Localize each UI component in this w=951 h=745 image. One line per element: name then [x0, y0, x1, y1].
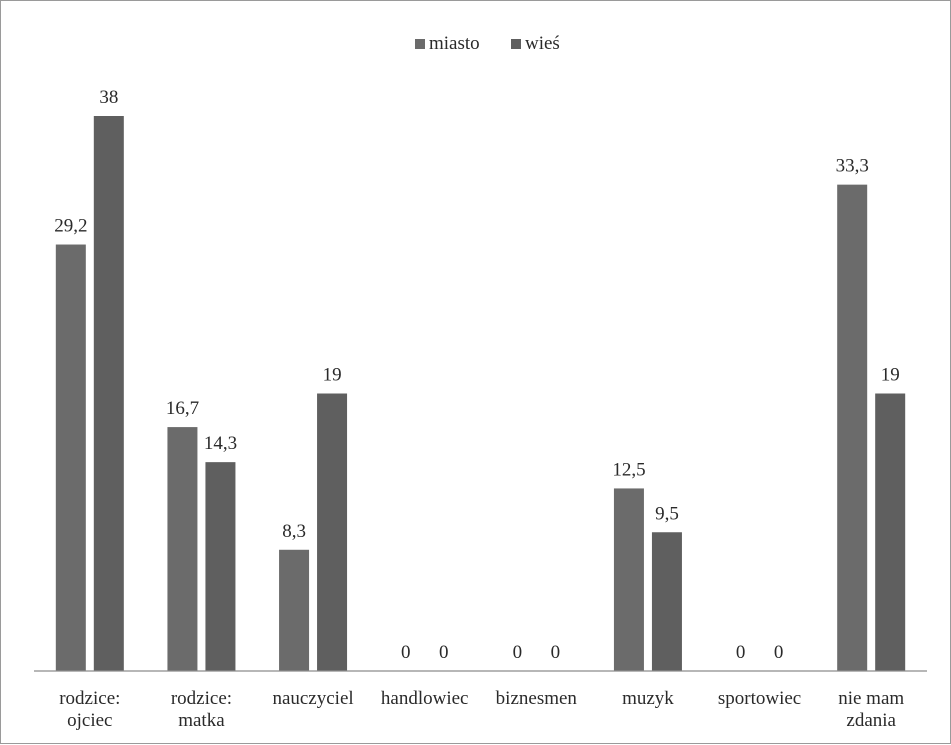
- bar-wies-nie-mam-zdania: [875, 393, 906, 671]
- data-label-wies-muzyk: 9,5: [655, 503, 679, 524]
- data-label-miasto-nauczyciel: 8,3: [282, 521, 306, 542]
- data-label-miasto-handlowiec: 0: [401, 642, 411, 663]
- data-label-miasto-rodzice-matka: 16,7: [166, 398, 199, 419]
- legend-label-wies: wieś: [525, 33, 560, 54]
- bar-miasto-rodzice-matka: [167, 427, 198, 671]
- bar-wies-rodzice-matka: [205, 462, 236, 671]
- data-label-wies-nie-mam-zdania: 19: [881, 365, 900, 386]
- legend-label-miasto: miasto: [429, 33, 480, 54]
- x-tick-sportowiec: sportowiec: [718, 688, 801, 709]
- legend-swatch-miasto: [415, 39, 425, 49]
- data-label-wies-sportowiec: 0: [774, 642, 784, 663]
- x-tick-biznesmen: biznesmen: [496, 688, 578, 709]
- data-label-miasto-muzyk: 12,5: [612, 459, 645, 480]
- legend-swatch-wies: [511, 39, 521, 49]
- x-tick-nauczyciel: nauczyciel: [272, 688, 353, 709]
- bar-wies-rodzice-ojciec: [93, 116, 124, 671]
- data-label-wies-biznesmen: 0: [551, 642, 561, 663]
- data-label-wies-rodzice-ojciec: 38: [99, 87, 118, 108]
- x-tick-muzyk: muzyk: [622, 688, 674, 709]
- data-label-wies-handlowiec: 0: [439, 642, 449, 663]
- x-tick-rodzice-ojciec: rodzice: ojciec: [59, 688, 120, 731]
- data-label-miasto-sportowiec: 0: [736, 642, 746, 663]
- bar-wies-muzyk: [651, 532, 682, 671]
- x-tick-rodzice-matka: rodzice: matka: [171, 688, 232, 731]
- x-tick-handlowiec: handlowiec: [381, 688, 469, 709]
- bar-miasto-nauczyciel: [279, 549, 310, 671]
- data-label-miasto-biznesmen: 0: [513, 642, 523, 663]
- bar-wies-nauczyciel: [317, 393, 348, 671]
- bars: [55, 116, 906, 672]
- bar-miasto-rodzice-ojciec: [55, 244, 86, 672]
- data-label-miasto-rodzice-ojciec: 29,2: [54, 216, 87, 237]
- bar-miasto-nie-mam-zdania: [837, 184, 868, 672]
- data-label-wies-nauczyciel: 19: [323, 365, 342, 386]
- legend: miasto wieś: [415, 33, 560, 54]
- x-tick-labels: rodzice: ojciec rodzice: matka nauczyciel han…: [59, 688, 904, 731]
- data-labels: 29,2 38 16,714,3 8,3 19 0 0 0 0 12,5 9,5 0 0 33,3 19: [54, 87, 900, 663]
- bar-miasto-muzyk: [613, 488, 644, 671]
- data-label-miasto-nie-mam-zdania: 33,3: [836, 156, 869, 177]
- data-label-wies-rodzice-matka: 14,3: [204, 433, 237, 454]
- x-tick-nie-mam-zdania: nie mam zdania: [838, 688, 904, 731]
